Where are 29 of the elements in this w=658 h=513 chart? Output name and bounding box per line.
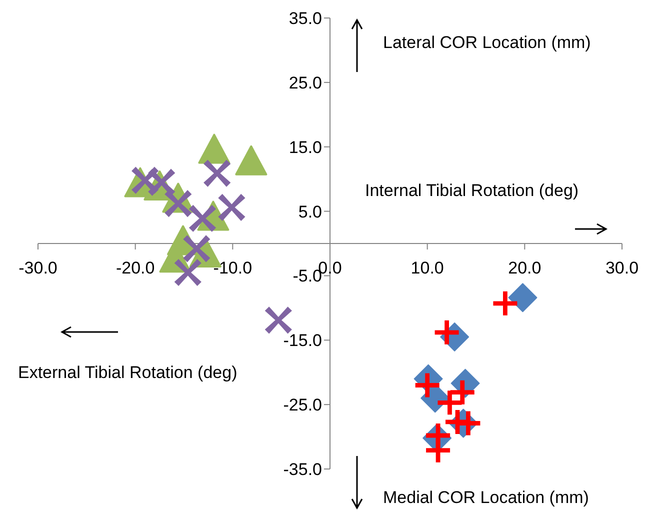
point — [174, 258, 202, 286]
point — [508, 283, 538, 312]
point — [493, 291, 518, 316]
point — [183, 235, 210, 262]
point — [218, 194, 246, 221]
x-tick-label: -30.0 — [18, 258, 58, 278]
y-tick-label: -15.0 — [283, 331, 322, 350]
x-tick-label: 30.0 — [605, 258, 639, 278]
x-tick-label: 10.0 — [410, 258, 444, 278]
y-tick-label: 25.0 — [288, 73, 322, 92]
y-tick-label: 15.0 — [288, 138, 322, 157]
point — [438, 390, 462, 415]
point — [426, 438, 450, 462]
x-tick-label: -10.0 — [213, 258, 252, 278]
y-tick-label: -25.0 — [283, 396, 322, 415]
y-tick-label: 35.0 — [288, 9, 322, 28]
x-tick-label: 20.0 — [508, 258, 542, 278]
point — [148, 168, 176, 196]
annotation: Lateral COR Location (mm) — [383, 33, 591, 52]
point — [198, 134, 230, 164]
x-tick-label: -20.0 — [116, 258, 155, 278]
annotation: Internal Tibial Rotation (deg) — [365, 181, 579, 200]
y-tick-label: -35.0 — [283, 460, 322, 479]
point — [235, 145, 268, 176]
point — [204, 160, 231, 187]
point — [264, 306, 292, 334]
annotation: External Tibial Rotation (deg) — [18, 363, 238, 382]
text: Medial COR Location (mm) — [383, 488, 589, 507]
y-tick-label: 5.0 — [298, 202, 322, 222]
